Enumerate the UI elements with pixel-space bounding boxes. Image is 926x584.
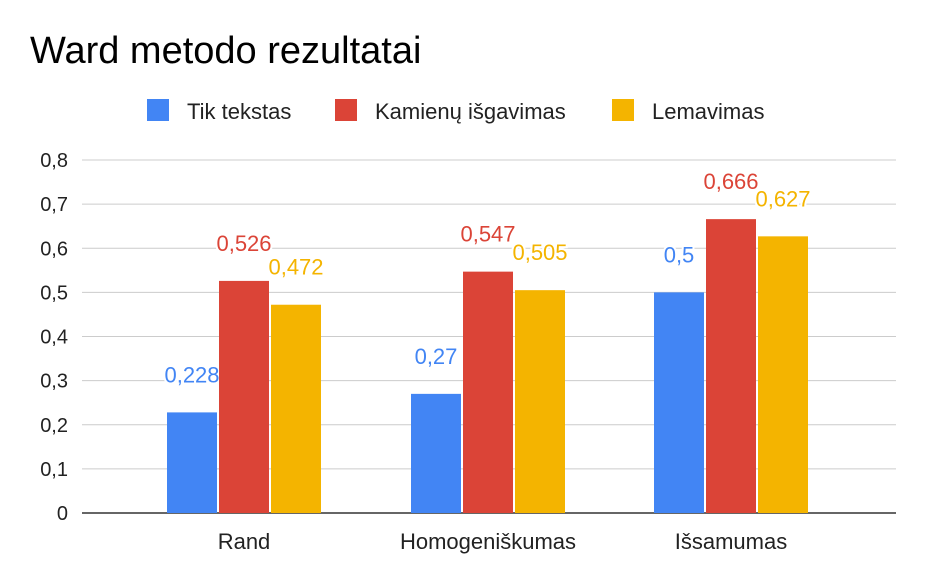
legend-label: Lemavimas — [652, 99, 764, 124]
x-tick-label: Rand — [218, 529, 271, 554]
x-tick-label: Homogeniškumas — [400, 529, 576, 554]
bar — [758, 236, 808, 513]
data-label: 0,526 — [216, 231, 271, 256]
legend-label: Tik tekstas — [187, 99, 291, 124]
bar — [654, 292, 704, 513]
data-label: 0,228 — [164, 362, 219, 387]
chart-title: Ward metodo rezultatai — [30, 30, 422, 72]
y-tick-label: 0,3 — [40, 371, 68, 393]
data-label: 0,27 — [415, 344, 458, 369]
y-tick-label: 0,2 — [40, 415, 68, 437]
y-tick-label: 0,6 — [40, 238, 68, 260]
data-label: 0,627 — [755, 186, 810, 211]
bar — [463, 271, 513, 513]
legend-swatch — [147, 99, 169, 121]
bar — [271, 304, 321, 513]
y-tick-label: 0,5 — [40, 282, 68, 304]
data-label: 0,472 — [268, 255, 323, 280]
bar — [411, 393, 461, 513]
data-label: 0,5 — [664, 242, 695, 267]
legend-label: Kamienų išgavimas — [375, 99, 566, 124]
y-tick-label: 0 — [57, 503, 68, 525]
legend-swatch — [612, 99, 634, 121]
bar — [167, 412, 217, 513]
data-label: 0,547 — [460, 222, 515, 247]
bar — [515, 290, 565, 513]
bar — [219, 280, 269, 513]
y-tick-label: 0,4 — [40, 327, 68, 349]
data-label: 0,666 — [703, 169, 758, 194]
x-tick-label: Išsamumas — [675, 529, 787, 554]
data-label: 0,505 — [512, 240, 567, 265]
y-tick-label: 0,1 — [40, 459, 68, 481]
legend-swatch — [335, 99, 357, 121]
y-tick-label: 0,8 — [40, 150, 68, 172]
bar — [706, 219, 756, 513]
y-tick-label: 0,7 — [40, 194, 68, 216]
